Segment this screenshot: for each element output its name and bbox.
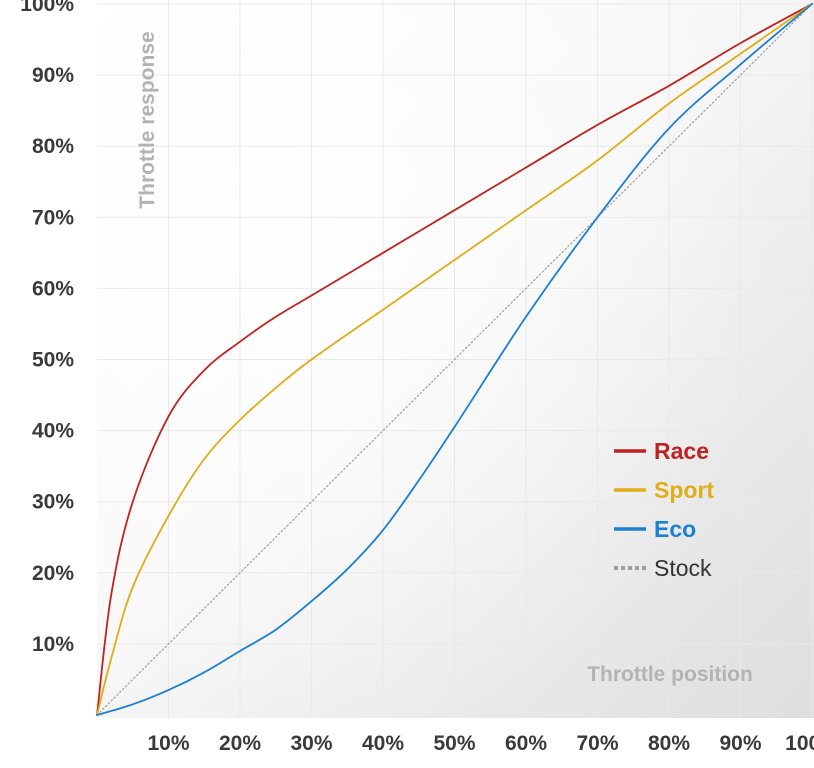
legend-item-eco: Eco xyxy=(614,516,696,542)
series-line-eco xyxy=(96,3,813,716)
x-tick-label: 80% xyxy=(648,732,690,755)
series-line-race xyxy=(96,3,813,716)
legend-item-stock: Stock xyxy=(614,555,712,581)
y-tick-label: 90% xyxy=(32,64,74,87)
y-tick-label: 40% xyxy=(32,420,74,443)
legend-item-sport: Sport xyxy=(614,477,714,503)
y-tick-label: 70% xyxy=(32,206,74,229)
x-axis-title: Throttle position xyxy=(587,663,753,686)
legend-label: Sport xyxy=(654,477,714,503)
legend: Race Sport Eco Stock xyxy=(614,438,714,581)
legend-label: Race xyxy=(654,438,709,464)
x-tick-label: 100% xyxy=(785,732,814,755)
y-tick-label: 10% xyxy=(32,633,74,656)
x-tick-label: 90% xyxy=(719,732,761,755)
y-tick-label: 20% xyxy=(32,562,74,585)
x-tick-label: 10% xyxy=(147,732,189,755)
grid xyxy=(97,0,814,718)
y-tick-label: 50% xyxy=(32,349,74,372)
y-tick-label: 30% xyxy=(32,491,74,514)
x-tick-label: 60% xyxy=(505,732,547,755)
axis-titles: Throttle response Throttle position xyxy=(136,31,753,686)
x-tick-label: 40% xyxy=(362,732,404,755)
series-layer xyxy=(96,3,813,716)
x-tick-label: 50% xyxy=(433,732,475,755)
legend-item-race: Race xyxy=(614,438,709,464)
tick-labels: 10% 20% 30% 40% 50% 60% 70% 80% 90% 100% 100% 90% 80… xyxy=(20,0,814,755)
x-tick-label: 30% xyxy=(290,732,332,755)
series-line-sport xyxy=(96,3,813,716)
y-tick-label: 60% xyxy=(32,277,74,300)
legend-label: Eco xyxy=(654,516,696,542)
y-tick-label: 80% xyxy=(32,135,74,158)
y-axis-title: Throttle response xyxy=(136,31,159,208)
x-tick-label: 70% xyxy=(576,732,618,755)
x-tick-label: 20% xyxy=(219,732,261,755)
y-tick-label: 100% xyxy=(20,0,74,16)
legend-label: Stock xyxy=(654,555,712,581)
series-line-stock xyxy=(96,3,813,716)
